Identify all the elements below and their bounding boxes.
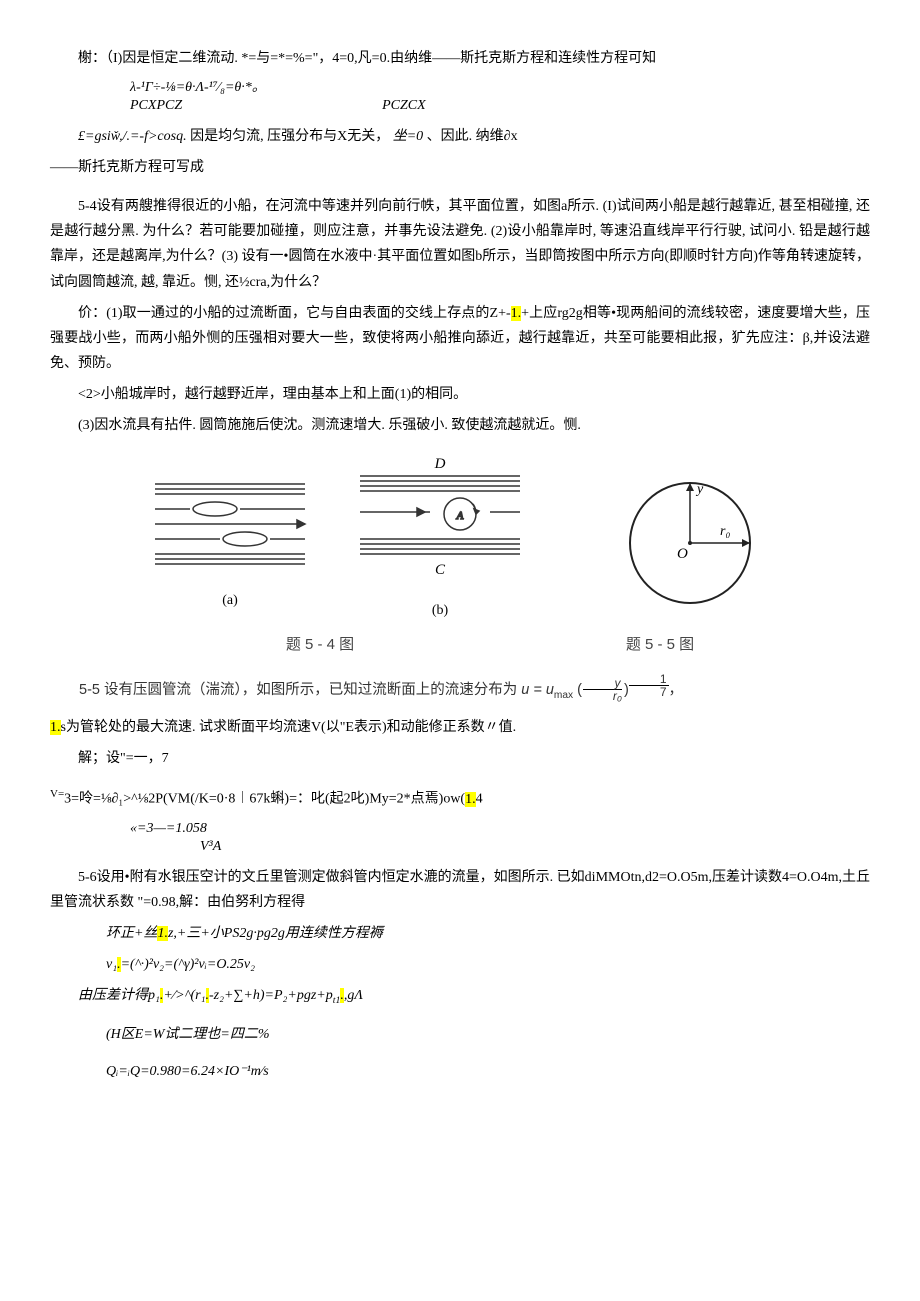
- text: 因是均匀流, 压强分布与X无关，: [190, 129, 389, 144]
- label-C: C: [435, 562, 446, 578]
- answer-5-4-1: 价：(1)取一通过的小船的过流断面，它与自由表面的交线上存点的Z+-1.+上应r…: [50, 301, 870, 377]
- problem-5-4: 5-4设有两艘推得很近的小船，在河流中等速并列向前行帙，其平面位置，如图a所示.…: [50, 194, 870, 295]
- formula-line: 由压差计得p₁.+⁄>^(r₁.-z₂+∑+h)=P₂+pgz+pt1.,gΛ: [50, 983, 870, 1009]
- paragraph-3: ——斯托克斯方程可写成: [50, 155, 870, 180]
- text: 榭：（I)因是恒定二维流动. *=与=*=%="，4=0,凡=0.由纳维——斯托…: [78, 51, 656, 66]
- fig-a-label: (a): [222, 588, 238, 613]
- formula-block-1: λ-¹Γ÷-⅛=θ·Λ-¹⁷⁄₈=θ·*。 PCXPCZ PCZCX: [130, 79, 870, 115]
- den: 7: [629, 686, 669, 698]
- diagram-a-svg: [145, 464, 315, 584]
- svg-text:A: A: [456, 510, 464, 522]
- label-O: O: [677, 546, 688, 562]
- paragraph-10: V=3=呤=⅛∂₁>^⅛2P(VM(/K=0·8︱67k蝌)=：叱(起2叱)My…: [50, 785, 870, 812]
- text: max: [554, 690, 573, 701]
- diagram-b-svg: D A C: [345, 454, 535, 594]
- figure-b: D A C (b): [345, 454, 535, 623]
- text: V=: [50, 788, 64, 800]
- den: r₀: [582, 690, 624, 702]
- formula-line-2: PCXPCZ PCZCX: [130, 97, 870, 115]
- text: s为管轮处的最大流速. 试求断面平均流速V(以"E表示)和动能修正系数〃值.: [61, 720, 517, 735]
- text: 价：(1)取一通过的小船的过流断面，它与自由表面的交线上存点的Z+-: [78, 306, 511, 321]
- text: 3=呤=⅛∂₁>^⅛2P(VM(/K=0·8︱67k蝌)=：叱(起2叱)My=2…: [64, 792, 465, 807]
- label-D: D: [434, 456, 446, 472]
- text: 由压差计得p₁: [78, 988, 160, 1003]
- formula-2a: PCXPCZ: [130, 97, 182, 115]
- diagram-circle-svg: y r₀ O: [605, 463, 775, 613]
- formula-line: Qᵢ=ᵢQ=0.980=6.24×IO⁻¹m⁄s: [50, 1059, 870, 1084]
- fraction: yr₀: [582, 677, 624, 702]
- caption-5-4: 题 5 - 4 图: [286, 631, 354, 658]
- formula-line: 环正+丝1.z,+三+小PS2g·pg2g用连续性方程褥: [50, 921, 870, 946]
- text: z,+三+小PS2g·pg2g用连续性方程褥: [168, 926, 383, 941]
- paragraph-8: 1.s为管轮处的最大流速. 试求断面平均流速V(以"E表示)和动能修正系数〃值.: [50, 715, 870, 740]
- figure-circle: y r₀ O: [605, 463, 775, 613]
- highlight: 1.: [465, 792, 476, 807]
- problem-5-6: 5-6设用•附有水银压空计的文丘里管测定做斜管内恒定水漉的流量，如图所示. 已如…: [50, 865, 870, 915]
- highlight: 1.: [50, 720, 61, 735]
- text: -z₂+∑+h)=P₂+pgz+p: [209, 988, 333, 1003]
- fig-b-label: (b): [432, 598, 448, 623]
- formula-line: V³A: [200, 838, 870, 856]
- formula-block-2: «=3—=1.058 V³A: [130, 820, 870, 856]
- text: =(^·)²v₂=(^γ)²vᵢ=O.25v₂: [121, 957, 255, 972]
- figure-a: (a): [145, 464, 315, 613]
- text: £=gsiw̌,/.=-f>cosq.: [78, 129, 187, 144]
- paragraph-1: 榭：（I)因是恒定二维流动. *=与=*=%="，4=0,凡=0.由纳维——斯托…: [50, 46, 870, 71]
- formula-line-1: λ-¹Γ÷-⅛=θ·Λ-¹⁷⁄₈=θ·*。: [130, 79, 870, 97]
- label-r0: r₀: [720, 524, 730, 539]
- paragraph-9: 解；设"=一，7: [50, 746, 870, 771]
- text: 4: [476, 792, 483, 807]
- text: +⁄>^(r₁: [163, 988, 205, 1003]
- figure-5-4-5-5: (a) D A C (b) y r₀: [50, 454, 870, 623]
- exponent-frac: 17: [629, 673, 669, 698]
- text: u = u: [521, 682, 554, 698]
- text: 5-5 设有压圆管流（湍流），如图所示，已知过流断面上的流速分布为: [79, 682, 521, 698]
- highlight: 1.: [511, 306, 522, 321]
- text: ，: [669, 682, 684, 698]
- text: ,gΛ: [344, 988, 363, 1003]
- highlight: 1.: [157, 926, 168, 941]
- answer-5-4-2: <2>小船城岸时，越行越野近岸，理由基本上和上面(1)的相同。: [50, 382, 870, 407]
- text: 环正+丝: [106, 926, 157, 941]
- answer-5-4-3: (3)因水流具有拈件. 圆筒施施后使沈。测流速增大. 乐强破小. 致使越流越就近…: [50, 413, 870, 438]
- num: 1: [629, 673, 669, 686]
- formula-line: v₁.=(^·)²v₂=(^γ)²vᵢ=O.25v₂: [50, 952, 870, 977]
- paragraph-2: £=gsiw̌,/.=-f>cosq. 因是均匀流, 压强分布与X无关， 坐=0…: [50, 124, 870, 149]
- label-y: y: [695, 482, 704, 497]
- text: 坐=0: [393, 129, 423, 144]
- formula-line: «=3—=1.058: [130, 820, 870, 838]
- formula-2b: PCZCX: [382, 97, 426, 115]
- caption-5-5: 题 5 - 5 图: [626, 631, 694, 658]
- figure-captions: 题 5 - 4 图 题 5 - 5 图: [50, 631, 870, 658]
- text: v₁: [106, 957, 117, 972]
- problem-5-5: 5-5 设有压圆管流（湍流），如图所示，已知过流断面上的流速分布为 u = um…: [50, 673, 870, 705]
- text: 、因此. 纳维∂x: [427, 129, 518, 144]
- formula-line: (H区E=W试二理也=四二%: [50, 1022, 870, 1047]
